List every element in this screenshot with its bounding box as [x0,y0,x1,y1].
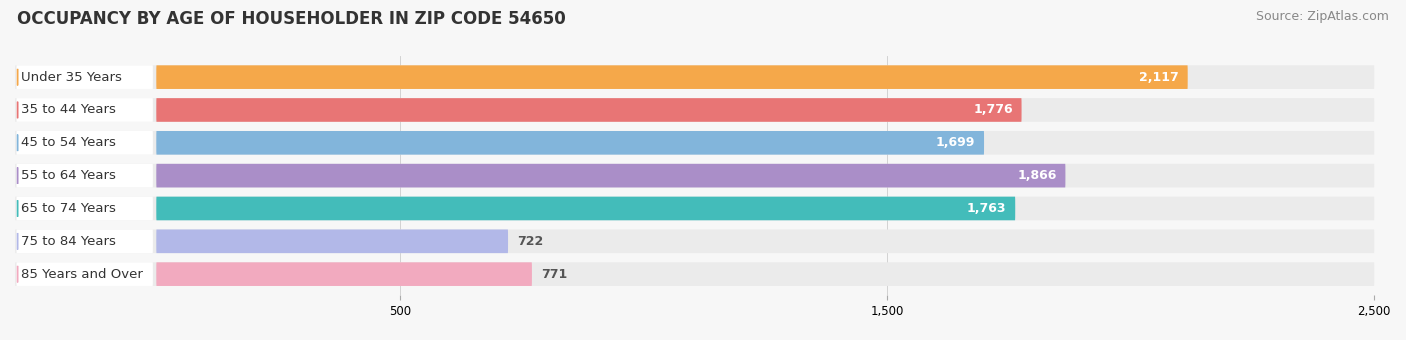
FancyBboxPatch shape [156,131,984,155]
FancyBboxPatch shape [156,164,1066,187]
FancyBboxPatch shape [15,230,1374,253]
FancyBboxPatch shape [156,230,508,253]
Text: 771: 771 [541,268,567,280]
Text: 85 Years and Over: 85 Years and Over [21,268,142,280]
FancyBboxPatch shape [17,164,153,187]
Text: Source: ZipAtlas.com: Source: ZipAtlas.com [1256,10,1389,23]
FancyBboxPatch shape [17,197,153,220]
FancyBboxPatch shape [17,131,153,155]
FancyBboxPatch shape [15,131,1374,155]
FancyBboxPatch shape [17,262,153,286]
FancyBboxPatch shape [156,197,1015,220]
Text: 65 to 74 Years: 65 to 74 Years [21,202,115,215]
FancyBboxPatch shape [156,262,531,286]
Text: 75 to 84 Years: 75 to 84 Years [21,235,115,248]
Text: 35 to 44 Years: 35 to 44 Years [21,103,115,117]
FancyBboxPatch shape [17,230,153,253]
Text: 45 to 54 Years: 45 to 54 Years [21,136,115,149]
Text: 722: 722 [517,235,543,248]
Text: 55 to 64 Years: 55 to 64 Years [21,169,115,182]
Text: 1,866: 1,866 [1018,169,1057,182]
Text: 1,763: 1,763 [967,202,1007,215]
FancyBboxPatch shape [17,65,153,89]
Text: Under 35 Years: Under 35 Years [21,71,121,84]
Text: 1,699: 1,699 [936,136,976,149]
FancyBboxPatch shape [15,98,1374,122]
FancyBboxPatch shape [15,197,1374,220]
FancyBboxPatch shape [15,65,1374,89]
FancyBboxPatch shape [15,262,1374,286]
FancyBboxPatch shape [156,65,1188,89]
FancyBboxPatch shape [17,98,153,122]
Text: 2,117: 2,117 [1139,71,1180,84]
FancyBboxPatch shape [15,164,1374,187]
FancyBboxPatch shape [156,98,1022,122]
Text: 1,776: 1,776 [973,103,1012,117]
Text: OCCUPANCY BY AGE OF HOUSEHOLDER IN ZIP CODE 54650: OCCUPANCY BY AGE OF HOUSEHOLDER IN ZIP C… [17,10,565,28]
